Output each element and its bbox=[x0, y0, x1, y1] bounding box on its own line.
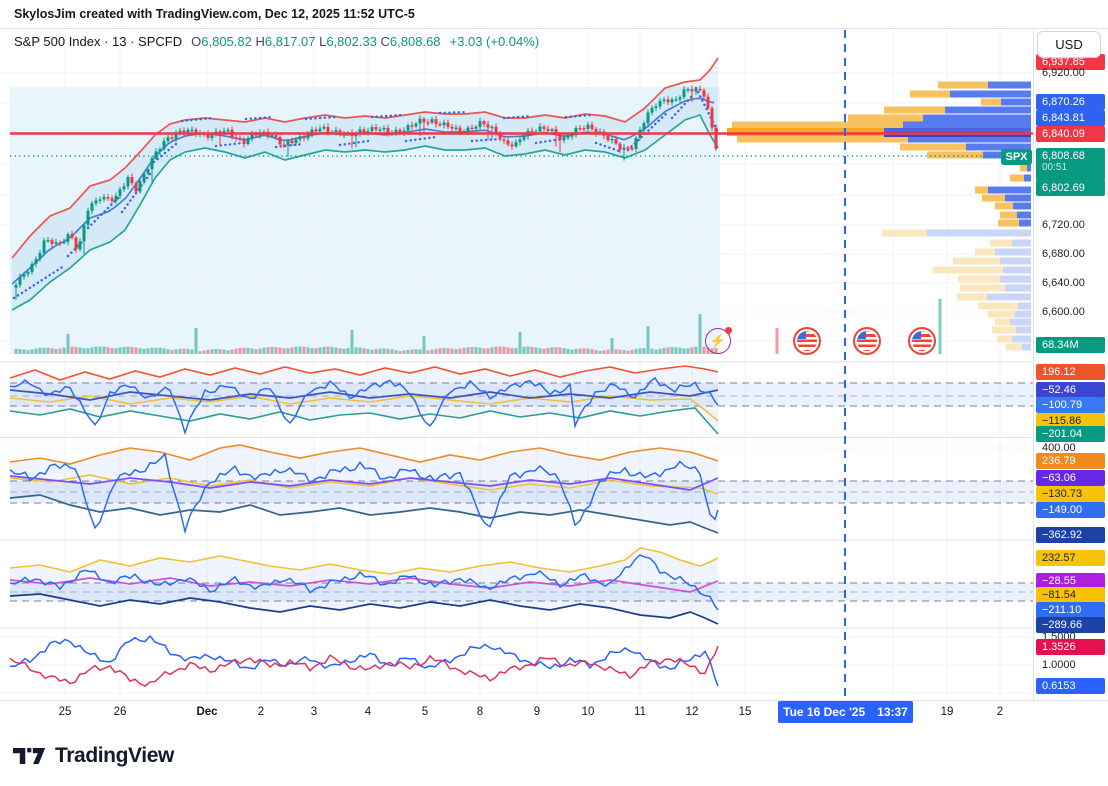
us-flag-event-icon[interactable] bbox=[908, 327, 936, 355]
price-label: 1.0000 bbox=[1042, 659, 1076, 671]
price-label: −201.04 bbox=[1036, 426, 1105, 442]
chart-top-border bbox=[0, 28, 1108, 29]
price-label: −289.66 bbox=[1036, 617, 1105, 633]
price-label: −28.55 bbox=[1036, 573, 1105, 589]
price-label: 232.57 bbox=[1036, 550, 1105, 566]
price-label: −81.54 bbox=[1036, 587, 1105, 603]
price-label: 6,870.26 bbox=[1036, 94, 1105, 110]
price-label: 1.3526 bbox=[1036, 639, 1105, 655]
price-label: −100.79 bbox=[1036, 397, 1105, 413]
events-lightning-icon[interactable]: ⚡ bbox=[705, 327, 732, 354]
chart-legend: S&P 500 Index · 13 · SPCFD O6,805.82 H6,… bbox=[14, 34, 539, 49]
price-label: 6,802.69 bbox=[1036, 180, 1105, 196]
time-tick: 26 bbox=[113, 706, 127, 718]
price-label: −130.73 bbox=[1036, 486, 1105, 502]
price-label: 68.34M bbox=[1036, 337, 1105, 353]
price-label: 6,920.00 bbox=[1042, 67, 1085, 79]
time-tick: 2 bbox=[257, 706, 265, 718]
notification-dot bbox=[725, 327, 732, 334]
price-label: −211.10 bbox=[1036, 602, 1105, 618]
price-label: −63.06 bbox=[1036, 470, 1105, 486]
time-tick: 2 bbox=[996, 706, 1004, 718]
price-label: 6,937.85 bbox=[1036, 54, 1105, 70]
time-tick: 11 bbox=[634, 706, 646, 718]
time-scale-border bbox=[0, 700, 1108, 701]
us-flag-event-icon[interactable] bbox=[793, 327, 821, 355]
us-flag-event-icon[interactable] bbox=[853, 327, 881, 355]
price-label: −52.46 bbox=[1036, 382, 1105, 398]
price-label: 6,680.00 bbox=[1042, 248, 1085, 260]
change-value: +3.03 (+0.04%) bbox=[449, 34, 540, 49]
time-tick: 8 bbox=[476, 706, 484, 718]
attribution-text: SkylosJim created with TradingView.com, … bbox=[14, 7, 415, 21]
time-tick: Dec bbox=[196, 706, 218, 718]
time-tick: 5 bbox=[421, 706, 429, 718]
session-shading bbox=[10, 87, 720, 354]
time-tick: 4 bbox=[364, 706, 372, 718]
time-tick: 15 bbox=[738, 706, 752, 718]
price-label: 196.12 bbox=[1036, 364, 1105, 380]
price-label: 6,843.81 bbox=[1036, 110, 1105, 126]
price-label: 6,720.00 bbox=[1042, 219, 1085, 231]
time-tick: 9 bbox=[533, 706, 541, 718]
price-label: 6,640.00 bbox=[1042, 277, 1085, 289]
price-scale-border bbox=[1033, 28, 1034, 700]
marker-time: 13:37 bbox=[877, 705, 908, 719]
marker-date: Tue 16 Dec '25 bbox=[783, 705, 866, 719]
currency-button[interactable]: USD bbox=[1037, 31, 1101, 58]
price-label: 6,840.09 bbox=[1036, 126, 1105, 142]
time-tick: 10 bbox=[581, 706, 595, 718]
spx-price-tag: SPX bbox=[1001, 149, 1032, 165]
time-marker-label: Tue 16 Dec '25 13:37 bbox=[778, 701, 913, 723]
price-label: 236.79 bbox=[1036, 453, 1105, 469]
price-label: 0.6153 bbox=[1036, 678, 1105, 694]
price-label: −115.86 bbox=[1036, 413, 1105, 429]
tradingview-logo[interactable]: TradingView bbox=[13, 744, 174, 768]
time-tick: 12 bbox=[685, 706, 699, 718]
price-label: 6,808.68 00:51 bbox=[1036, 147, 1105, 181]
ohlc-values: O6,805.82 H6,817.07 L6,802.33 C6,808.68 bbox=[191, 34, 441, 49]
price-label: −362.92 bbox=[1036, 527, 1105, 543]
price-label: 400.00 bbox=[1042, 442, 1076, 454]
time-tick: 3 bbox=[310, 706, 318, 718]
price-label: −149.00 bbox=[1036, 502, 1105, 518]
tradingview-logo-icon bbox=[13, 747, 46, 764]
price-label: 6,600.00 bbox=[1042, 306, 1085, 318]
time-tick: 19 bbox=[940, 706, 954, 718]
tradingview-logo-text: TradingView bbox=[55, 744, 174, 767]
time-tick: 25 bbox=[58, 706, 72, 718]
symbol-title[interactable]: S&P 500 Index · 13 · SPCFD bbox=[14, 34, 183, 49]
